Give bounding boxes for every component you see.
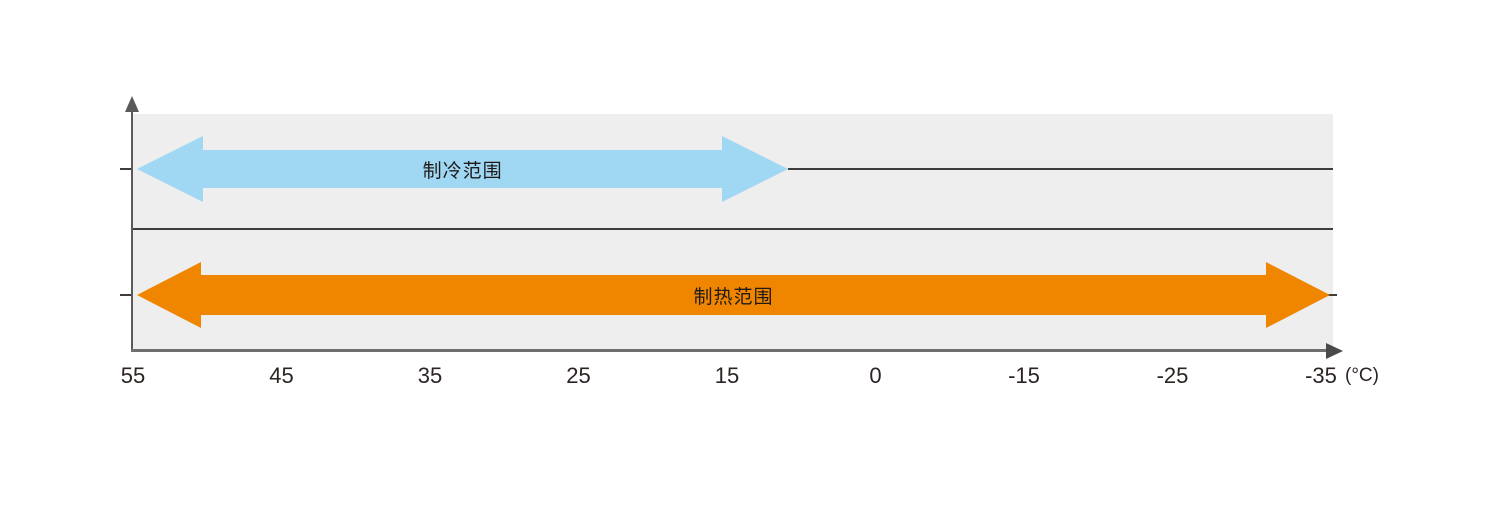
- heating-row-right-tick: [1328, 294, 1337, 296]
- x-axis-line: [131, 349, 1328, 352]
- x-tick-label: -35: [1305, 363, 1337, 388]
- cooling-row-axis-tick: [120, 168, 131, 170]
- x-tick-label: 55: [120, 363, 146, 388]
- x-tick-label: 25: [566, 363, 591, 388]
- cooling-range-arrow: 制冷范围: [137, 136, 789, 202]
- arrow-right-head-icon: [1266, 262, 1330, 328]
- middle-divider-line: [133, 228, 1333, 230]
- x-tick-label: 45: [269, 363, 294, 388]
- cooling-range-label: 制冷范围: [422, 160, 503, 182]
- cooling-arrow-body: 制冷范围: [203, 150, 723, 188]
- y-axis-arrow-icon: [125, 96, 139, 112]
- x-tick-label: -25: [1156, 363, 1189, 388]
- x-axis-tick-labels: 55 45 35 25 15 0 -15 -25 -35: [121, 363, 1337, 391]
- x-tick-label: 0: [869, 363, 882, 388]
- x-axis-arrow-icon: [1326, 343, 1343, 359]
- x-tick-label: 35: [417, 363, 443, 388]
- axis-unit-label: (°C): [1345, 365, 1379, 386]
- heating-range-label: 制热范围: [693, 286, 774, 308]
- heating-row-axis-tick: [120, 294, 131, 296]
- heating-arrow-body: 制热范围: [201, 275, 1266, 315]
- arrow-right-head-icon: [722, 136, 789, 202]
- plot-area: 制冷范围 制热范围: [120, 96, 1343, 359]
- cooling-baseline: [788, 168, 1333, 170]
- arrow-left-head-icon: [137, 136, 203, 202]
- x-tick-label: 15: [714, 363, 740, 388]
- y-axis-line: [131, 102, 133, 352]
- heating-range-arrow: 制热范围: [137, 262, 1330, 328]
- arrow-left-head-icon: [137, 262, 201, 328]
- x-tick-label: -15: [1008, 363, 1040, 388]
